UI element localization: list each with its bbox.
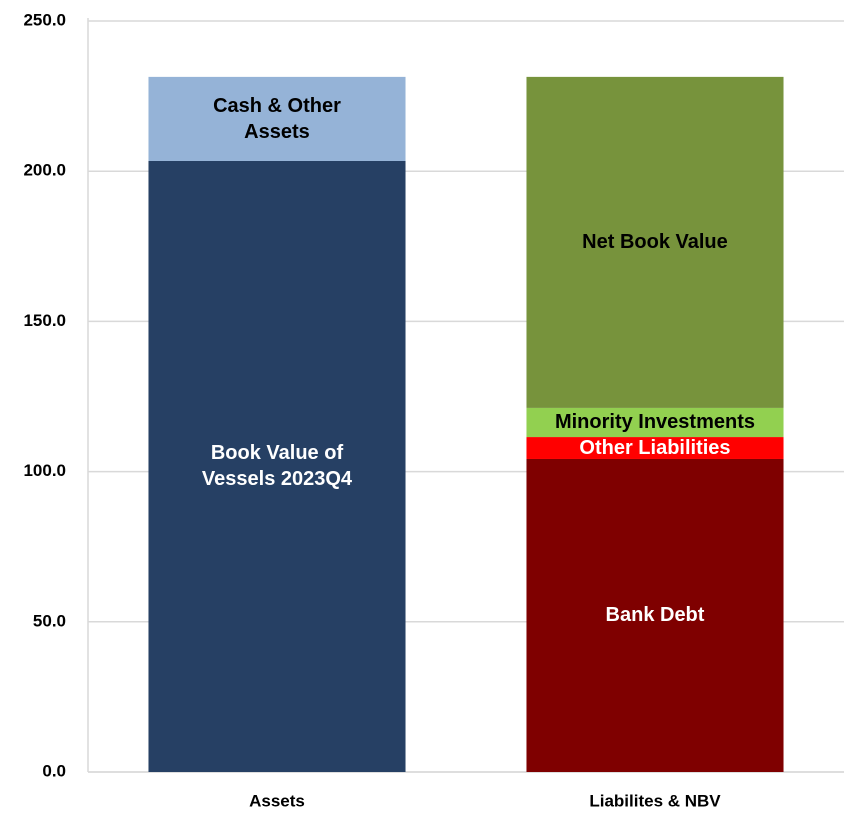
segment-label-box: Book Value of Vessels 2023Q4 [201, 442, 353, 491]
y-tick-label: 100.0 [23, 461, 66, 480]
segment-label-box: Bank Debt [605, 604, 705, 627]
y-tick-label: 250.0 [23, 10, 66, 29]
bar-segment [526, 76, 784, 408]
x-tick-label: Liabilites & NBV [589, 791, 721, 810]
segment-label-box: Cash & Other Assets [213, 94, 341, 143]
segment-label: Book Value of Vessels 2023Q4 [201, 442, 353, 491]
y-tick-label: 50.0 [33, 611, 66, 630]
y-tick-label: 0.0 [42, 761, 66, 780]
segment-label-box: Other Liabilities [579, 437, 731, 459]
segment-label: Bank Debt [605, 604, 705, 627]
segment-label: Other Liabilities [579, 437, 731, 459]
bar-segment [526, 407, 784, 438]
segment-label: Minority Investments [554, 411, 755, 434]
segment-label-box: Minority Investments [554, 411, 755, 434]
bar-segment [526, 458, 784, 772]
y-tick-label: 150.0 [23, 311, 66, 330]
segment-label: Net Book Value [582, 231, 728, 254]
x-tick-label: Assets [249, 791, 305, 810]
y-tick-label: 200.0 [23, 161, 66, 180]
bar-segment [148, 76, 406, 161]
segment-label: Cash & Other Assets [213, 94, 341, 143]
bar-segment [148, 160, 406, 773]
segment-label-box: Net Book Value [582, 231, 728, 254]
bar-segment [526, 437, 784, 459]
